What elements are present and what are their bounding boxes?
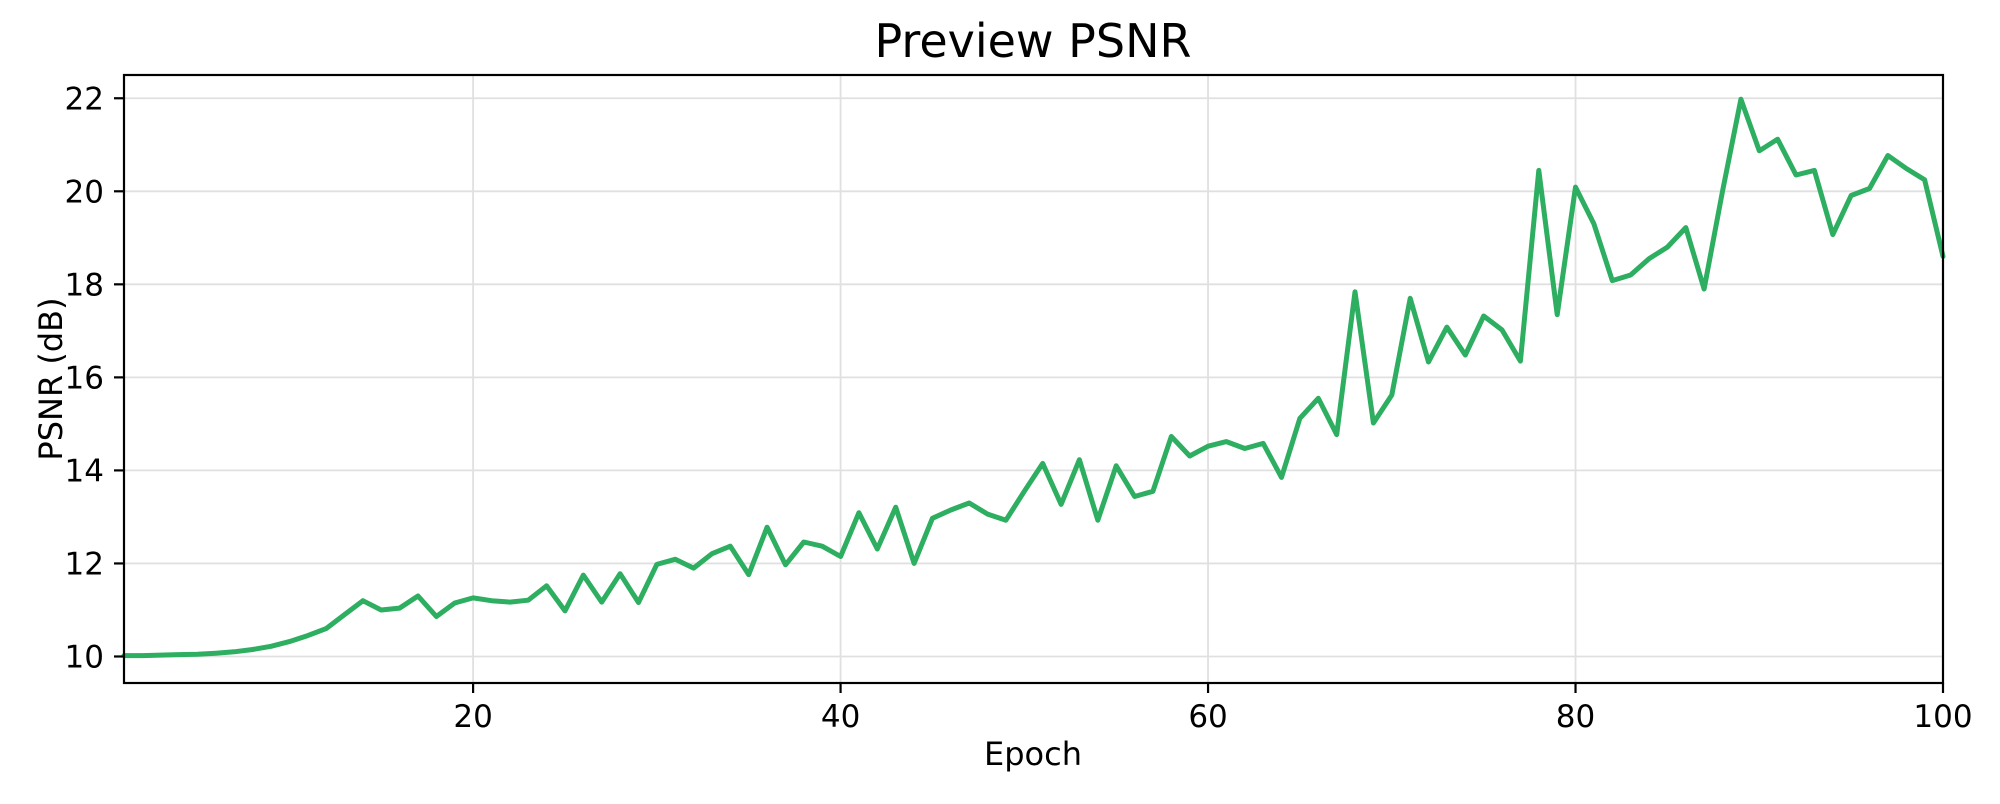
x-tick-label: 40 [821, 699, 860, 735]
y-tick-label: 22 [65, 81, 104, 117]
x-axis-label: Epoch [984, 735, 1082, 773]
x-tick-label: 20 [453, 699, 492, 735]
chart-title: Preview PSNR [875, 14, 1192, 68]
gridlines [124, 75, 1944, 683]
psnr-line [121, 96, 1946, 659]
y-tick-label: 18 [65, 267, 104, 303]
axes-frame [122, 73, 1945, 685]
y-axis-label: PSNR (dB) [32, 297, 70, 460]
y-tick-label: 10 [65, 639, 104, 675]
line-series [121, 96, 1946, 659]
x-tick-label: 100 [1913, 699, 1972, 735]
y-tick-label: 12 [65, 546, 104, 582]
y-tick-label: 14 [65, 453, 104, 489]
x-tick-label: 80 [1556, 699, 1595, 735]
y-tick-label: 20 [65, 174, 104, 210]
axis-tick-labels: 20 40 60 80 100 10 12 14 16 18 20 22 [65, 81, 1973, 735]
x-tick-label: 60 [1188, 699, 1227, 735]
y-tick-label: 16 [65, 360, 104, 396]
axis-ticks [114, 97, 1945, 693]
